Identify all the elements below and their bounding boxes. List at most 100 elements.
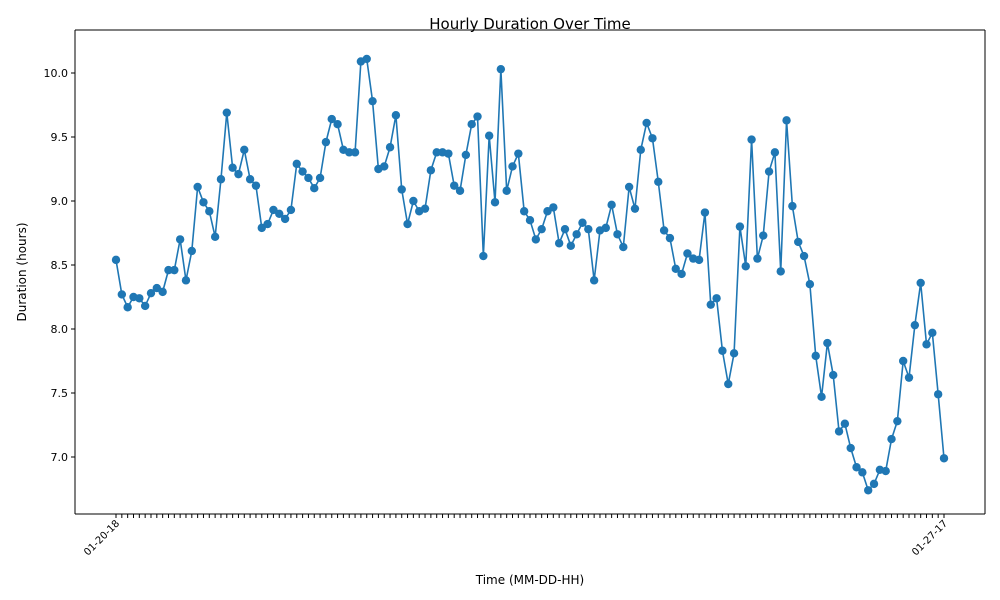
data-point — [234, 169, 243, 179]
data-point — [683, 249, 692, 258]
data-point — [928, 328, 937, 338]
data-point — [455, 186, 465, 195]
data-point — [461, 150, 471, 160]
data-point — [164, 265, 173, 275]
data-point — [624, 182, 634, 192]
data-point — [123, 303, 132, 312]
data-point — [898, 356, 908, 366]
data-point — [310, 184, 319, 193]
data-point — [665, 233, 675, 243]
data-point — [893, 416, 902, 426]
data-point — [764, 167, 774, 176]
data-point — [368, 96, 377, 106]
data-point — [420, 204, 430, 213]
y-axis-ticks: 7.0 7.5 8.0 8.5 9.0 9.5 10.0 — [44, 67, 75, 464]
data-point — [304, 173, 313, 183]
data-point — [245, 175, 255, 184]
y-tick-label: 7.0 — [51, 451, 69, 464]
data-point — [327, 114, 336, 124]
data-point — [385, 143, 395, 152]
data-point — [210, 232, 220, 242]
data-point — [817, 392, 826, 402]
y-tick-label: 9.0 — [51, 195, 69, 208]
data-point — [887, 434, 896, 444]
data-point — [391, 111, 401, 120]
data-point — [397, 185, 406, 194]
data-point — [298, 167, 307, 176]
y-axis-label: Duration (hours) — [15, 222, 29, 321]
data-point — [601, 223, 610, 233]
data-point — [852, 463, 861, 472]
data-point — [222, 108, 231, 117]
x-axis-label: Time (MM-DD-HH) — [475, 573, 584, 587]
data-point — [858, 468, 867, 477]
data-point — [508, 162, 517, 171]
data-point — [199, 198, 208, 207]
data-point — [671, 264, 680, 274]
data-point — [566, 241, 576, 250]
data-point — [741, 262, 750, 271]
data-point — [280, 214, 290, 224]
data-point — [747, 135, 756, 144]
data-point — [776, 267, 785, 276]
data-point — [175, 235, 185, 244]
data-point — [770, 148, 780, 157]
data-point — [613, 230, 622, 239]
data-point — [502, 186, 511, 195]
data-point — [864, 486, 873, 495]
data-point — [275, 209, 284, 218]
data-point — [829, 370, 838, 380]
data-point — [939, 454, 949, 463]
data-point — [479, 251, 488, 261]
data-point — [251, 181, 261, 190]
data-point — [362, 54, 371, 64]
data-point — [724, 379, 733, 389]
data-point — [811, 351, 820, 361]
data-point — [916, 278, 925, 288]
data-point — [350, 148, 360, 157]
data-point — [426, 166, 436, 175]
data-point — [694, 255, 704, 265]
y-tick-label: 8.0 — [51, 323, 69, 336]
data-point — [496, 64, 506, 74]
data-point — [706, 300, 715, 309]
data-point — [514, 149, 523, 158]
data-point — [228, 163, 237, 172]
data-point — [788, 201, 797, 211]
data-point — [712, 294, 721, 303]
y-tick-label: 10.0 — [44, 67, 69, 80]
data-point — [554, 239, 564, 248]
data-point — [648, 134, 657, 143]
data-point — [700, 208, 710, 217]
data-point — [904, 373, 914, 382]
data-point — [216, 175, 226, 184]
data-point — [263, 219, 272, 229]
data-point — [181, 276, 191, 285]
data-point — [315, 173, 325, 183]
data-point — [450, 181, 459, 190]
data-point — [432, 148, 441, 157]
chart-title: Hourly Duration Over Time — [429, 15, 630, 33]
data-point — [158, 287, 167, 297]
data-point — [735, 222, 745, 231]
data-point — [205, 207, 214, 216]
data-point — [578, 218, 587, 227]
data-point — [718, 346, 727, 355]
data-point — [467, 120, 476, 129]
data-point — [135, 294, 144, 303]
data-point — [677, 269, 686, 279]
data-point — [240, 145, 249, 154]
data-point — [607, 200, 616, 210]
data-point — [753, 254, 762, 263]
plot-frame — [74, 29, 986, 515]
data-point — [292, 159, 301, 169]
data-point — [187, 246, 196, 256]
data-point — [484, 131, 494, 140]
data-point — [490, 198, 500, 207]
data-point — [589, 276, 599, 285]
data-point — [642, 118, 651, 128]
data-point — [345, 148, 354, 157]
data-point — [519, 207, 529, 216]
data-point — [794, 237, 803, 247]
